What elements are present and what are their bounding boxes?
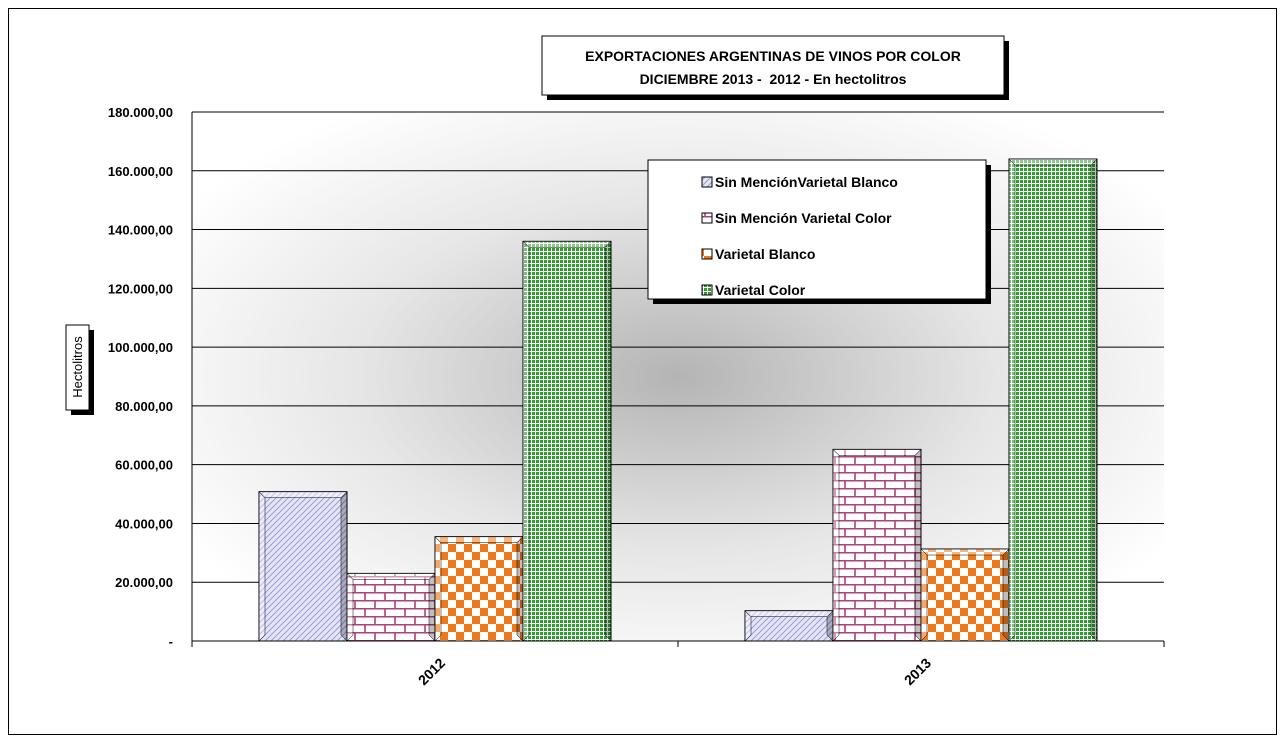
bar-bevel xyxy=(920,548,1010,556)
bar xyxy=(258,491,348,642)
y-tick-label: - xyxy=(169,634,173,649)
legend: Sin MenciónVarietal Blanco Sin Mención Va… xyxy=(647,159,991,304)
bar-bevel xyxy=(1002,548,1010,642)
bar xyxy=(434,536,524,642)
bars xyxy=(258,158,1098,642)
y-tick-label: 100.000,00 xyxy=(108,340,173,355)
bar-bevel xyxy=(516,536,524,642)
legend-swatch xyxy=(701,176,713,188)
chart-title-box: EXPORTACIONES ARGENTINAS DE VINOS POR CO… xyxy=(541,35,1009,100)
bar-fill xyxy=(920,548,1010,642)
bar-bevel xyxy=(258,491,348,498)
bar-fill xyxy=(522,240,612,642)
bar-bevel xyxy=(434,536,442,642)
bar-fill xyxy=(258,491,348,642)
legend-label: Varietal Color xyxy=(715,282,806,298)
y-axis-label: Hectolitros xyxy=(70,336,85,398)
bar xyxy=(832,448,922,642)
legend-swatch xyxy=(701,212,713,224)
bar-fill xyxy=(346,572,436,642)
bar-bevel xyxy=(832,448,840,642)
bar-fill xyxy=(1008,158,1098,642)
x-category-label: 2013 xyxy=(901,655,934,688)
y-tick-label: 120.000,00 xyxy=(108,281,173,296)
y-tick-label: 60.000,00 xyxy=(115,458,173,473)
chart-title: EXPORTACIONES ARGENTINAS DE VINOS POR CO… xyxy=(585,48,961,64)
y-tick-label: 40.000,00 xyxy=(115,516,173,531)
bar-bevel xyxy=(428,572,436,642)
y-tick-label: 140.000,00 xyxy=(108,223,173,238)
legend-label: Varietal Blanco xyxy=(715,246,815,262)
x-axis-ticks: 2012 2013 xyxy=(191,641,1165,688)
bar-bevel xyxy=(604,240,612,642)
bar-bevel xyxy=(522,240,530,642)
bar-bevel xyxy=(1008,158,1016,642)
y-tick-label: 160.000,00 xyxy=(108,164,173,179)
legend-label: Sin MenciónVarietal Blanco xyxy=(715,174,898,190)
bar-bevel xyxy=(346,573,436,580)
bar-fill xyxy=(832,448,922,642)
bar xyxy=(744,610,834,642)
y-tick-label: 80.000,00 xyxy=(115,399,173,414)
legend-swatch xyxy=(701,248,713,260)
chart-subtitle: DICIEMBRE 2013 - 2012 - En hectolitros xyxy=(640,71,907,87)
bar-bevel xyxy=(522,241,612,248)
y-axis-label-box: Hectolitros xyxy=(65,324,94,415)
bar-bevel xyxy=(434,536,524,543)
bar xyxy=(346,572,436,642)
x-category-label: 2012 xyxy=(415,655,448,688)
bar-bevel xyxy=(744,610,834,617)
bar xyxy=(522,240,612,642)
bar-bevel xyxy=(914,448,922,642)
bar-bevel xyxy=(1090,158,1098,642)
bar-bevel xyxy=(340,491,348,642)
bar-bevel xyxy=(832,449,922,456)
y-tick-label: 180.000,00 xyxy=(108,105,173,120)
bar-bevel xyxy=(346,572,354,642)
legend-swatch xyxy=(701,284,713,296)
legend-label: Sin Mención Varietal Color xyxy=(715,210,892,226)
y-tick-label: 20.000,00 xyxy=(115,575,173,590)
bar xyxy=(920,548,1010,642)
bar-bevel xyxy=(920,548,928,642)
bar xyxy=(1008,158,1098,642)
bar-bevel xyxy=(1008,158,1098,166)
y-axis-tick-labels: - 20.000,00 40.000,00 60.000,00 80.000,00 100… xyxy=(108,105,173,649)
bar-fill xyxy=(434,536,524,642)
bar-bevel xyxy=(258,491,266,642)
